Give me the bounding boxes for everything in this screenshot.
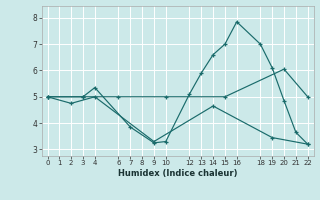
X-axis label: Humidex (Indice chaleur): Humidex (Indice chaleur) (118, 169, 237, 178)
